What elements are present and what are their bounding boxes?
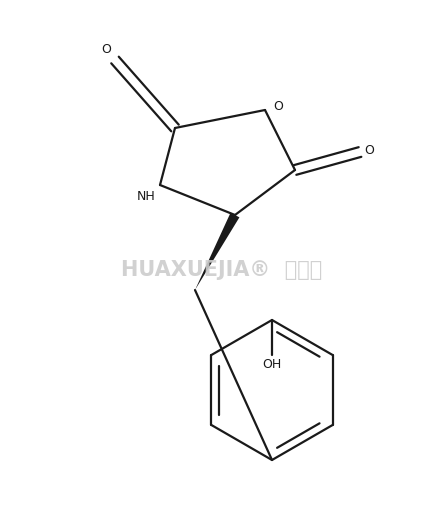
- Text: OH: OH: [262, 358, 281, 371]
- Text: NH: NH: [136, 190, 155, 203]
- Text: O: O: [101, 43, 111, 56]
- Text: O: O: [273, 100, 283, 112]
- Text: HUAXUEJIA®  化学加: HUAXUEJIA® 化学加: [121, 260, 323, 280]
- Polygon shape: [195, 213, 239, 290]
- Text: O: O: [364, 143, 374, 156]
